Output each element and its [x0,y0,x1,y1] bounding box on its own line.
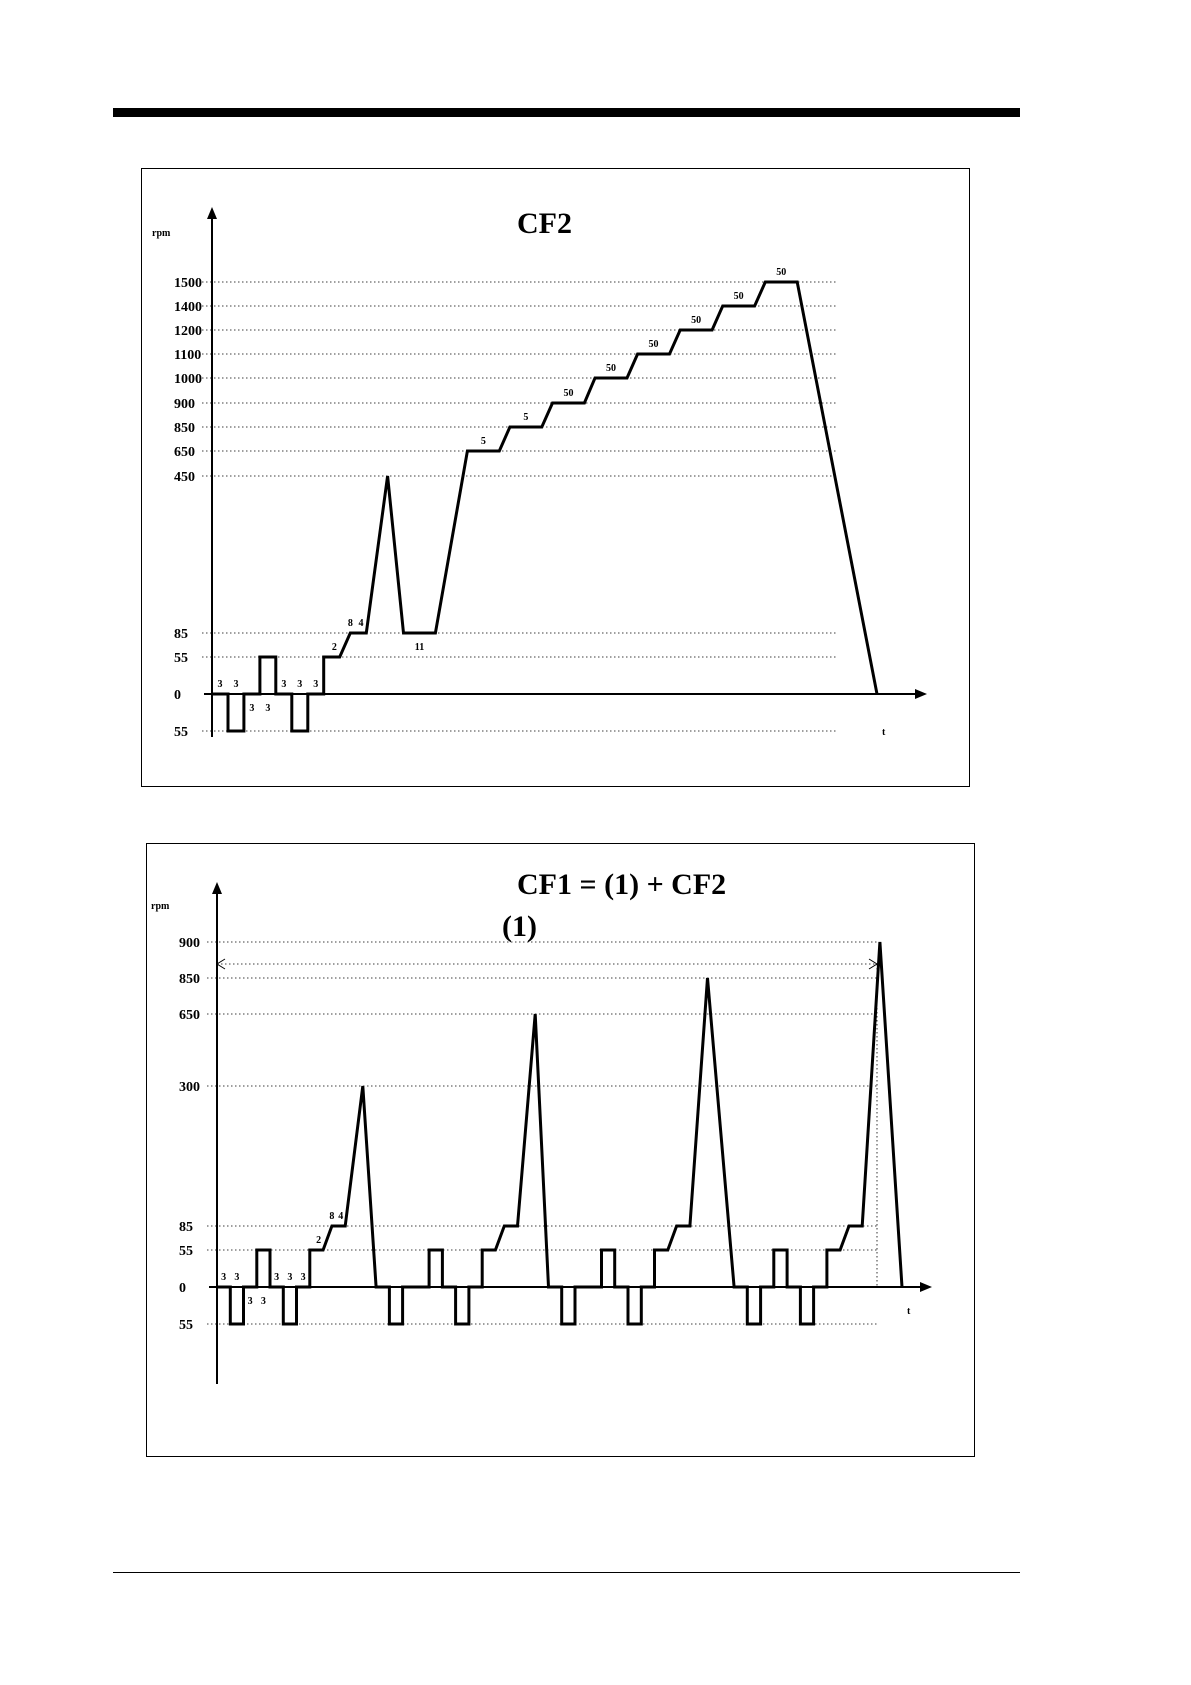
y-tick-label: 55 [174,651,188,666]
y-tick-label: 1400 [174,300,202,315]
chart-cf2-svg: 150014001200110010009008506504508555055r… [152,207,927,740]
duration-label: 3 [297,679,302,690]
y-tick-label: 55 [174,725,188,740]
y-tick-label: 55 [179,1318,193,1333]
top-rule [113,108,1020,117]
y-tick-label: 85 [179,1220,193,1235]
duration-label: 50 [606,363,616,374]
duration-label: 3 [248,1296,253,1307]
duration-label: 3 [265,703,270,714]
duration-label: 3 [261,1296,266,1307]
y-tick-label: 1500 [174,276,202,291]
speed-profile-line [212,280,879,733]
x-axis-label: t [882,727,886,738]
x-axis-arrow-icon [915,689,927,699]
y-tick-label: 0 [179,1281,186,1296]
duration-label: 8 [329,1211,334,1222]
y-tick-label: 450 [174,470,195,485]
y-tick-label: 1200 [174,324,202,339]
chart-subtitle: (1) [502,910,537,943]
duration-label: 50 [649,339,659,350]
duration-label: 3 [249,703,254,714]
duration-label: 8 [348,618,353,629]
duration-label: 5 [523,412,528,423]
duration-label: 3 [221,1272,226,1283]
y-axis-arrow-icon [212,882,222,894]
y-tick-label: 55 [179,1244,193,1259]
duration-label: 50 [734,291,744,302]
duration-label: 3 [287,1272,292,1283]
y-tick-label: 850 [174,421,195,436]
y-tick-label: 850 [179,972,200,987]
y-tick-label: 300 [179,1080,200,1095]
chart-cf1: 900 850 650 300 85 55 0 55 rpm t CF1 = (1) + CF2 (1… [146,843,975,1457]
y-tick-label: 900 [179,936,200,951]
chart-cf1-svg: 900 850 650 300 85 55 0 55 rpm t CF1 = (1) + CF2 (1… [151,868,932,1384]
duration-label: 3 [301,1272,306,1283]
bottom-rule [113,1572,1020,1573]
y-tick-label: 650 [179,1008,200,1023]
duration-label: 50 [776,267,786,278]
duration-label: 2 [316,1235,321,1246]
duration-label: 5 [481,436,486,447]
y-axis-label: rpm [151,901,170,912]
duration-label: 2 [332,642,337,653]
y-tick-label: 650 [174,445,195,460]
chart-title: CF2 [517,207,572,240]
speed-profile-line [217,941,904,1326]
bracket-left-arrow-icon [216,958,226,970]
y-axis-arrow-icon [207,207,217,219]
duration-label: 3 [233,679,238,690]
x-axis-label: t [907,1306,911,1317]
y-axis-label: rpm [152,228,171,239]
y-tick-label: 1100 [174,348,201,363]
chart-cf2: 1500 1400 1200 1100 1000 900 850 650 450 85 55 0 55 r… [141,168,970,787]
duration-label: 3 [234,1272,239,1283]
chart-title: CF1 = (1) + CF2 [517,868,726,901]
duration-label: 3 [313,679,318,690]
duration-label: 11 [415,642,424,653]
duration-label: 3 [274,1272,279,1283]
x-axis-arrow-icon [920,1282,932,1292]
duration-label: 3 [281,679,286,690]
y-tick-label: 85 [174,627,188,642]
duration-label: 4 [358,618,363,629]
duration-label: 3 [217,679,222,690]
duration-label: 50 [691,315,701,326]
y-tick-label: 0 [174,688,181,703]
y-tick-label: 1000 [174,372,202,387]
duration-label: 50 [563,388,573,399]
duration-label: 4 [338,1211,343,1222]
y-tick-label: 900 [174,397,195,412]
